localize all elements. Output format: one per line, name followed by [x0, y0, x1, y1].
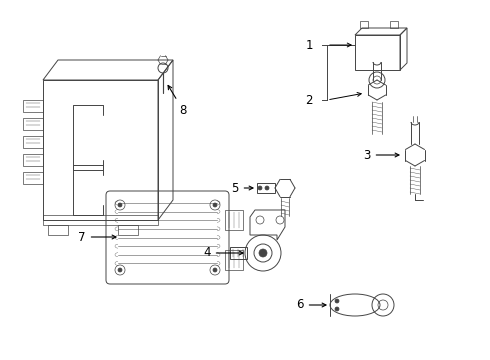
Text: 7: 7 [78, 230, 116, 243]
Circle shape [335, 307, 339, 311]
Circle shape [213, 268, 217, 272]
Circle shape [258, 186, 262, 190]
Circle shape [213, 203, 217, 207]
Text: 6: 6 [296, 298, 326, 311]
Circle shape [118, 268, 122, 272]
Text: 8: 8 [168, 85, 187, 117]
Text: 5: 5 [231, 181, 253, 194]
Circle shape [265, 186, 269, 190]
Text: 1: 1 [305, 39, 313, 51]
Text: 2: 2 [305, 94, 313, 107]
Text: 3: 3 [363, 149, 399, 162]
Circle shape [118, 203, 122, 207]
Circle shape [259, 249, 267, 257]
Circle shape [335, 299, 339, 303]
Text: 4: 4 [203, 247, 243, 260]
